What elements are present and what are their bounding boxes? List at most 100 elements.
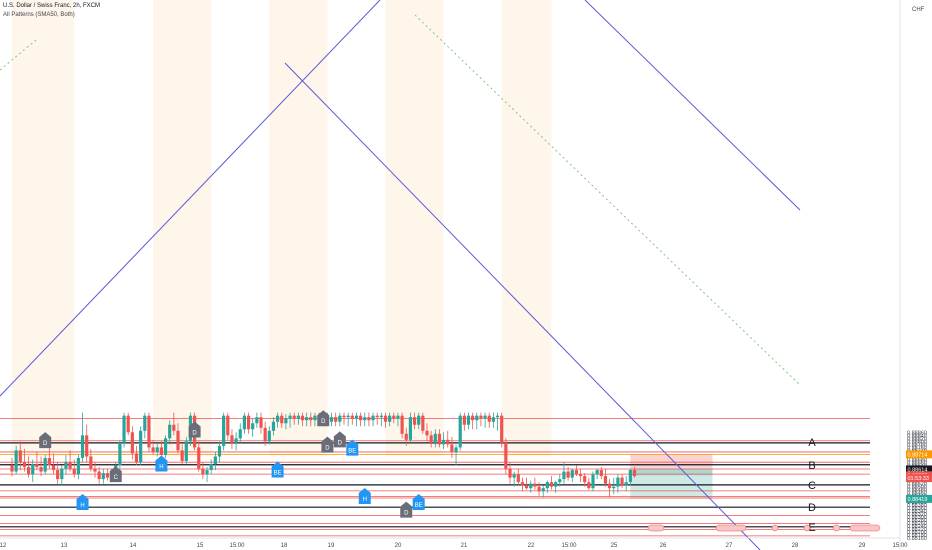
candle [143,412,147,439]
candle-body [458,415,462,448]
pattern-marker-badge [39,432,52,449]
candle-body [466,415,471,425]
candle-body [296,415,300,419]
candle [246,412,251,434]
time-tick-label: 15:00 [892,543,908,549]
pattern-marker-badge [76,494,89,511]
candle [201,462,205,480]
candle [93,462,97,478]
candle [105,468,110,481]
pattern-marker-badge [358,487,371,504]
price-tick-label: 0.88220 [907,527,927,533]
price-tick-label: 0.88800 [907,439,927,445]
candle-body [549,482,554,487]
time-tick-label: 18 [281,543,288,549]
candle-body [101,473,105,480]
candle [300,412,305,427]
candle [126,412,130,436]
candle-body [346,415,350,418]
candle-body [595,470,599,475]
pattern-marker-badge [317,410,330,427]
candle-body [60,468,64,480]
candle-body [197,447,201,469]
candle [354,412,359,427]
pattern-marker-label: D [321,419,326,425]
economic-event-badge [832,524,841,532]
candle [421,412,425,434]
candle [76,454,80,480]
candle-body [429,435,433,443]
candle [628,468,632,486]
candle-body [10,465,14,472]
candle [379,412,383,427]
candle-body [632,470,637,477]
pattern-marker-label: C [114,475,119,481]
price-tick-label: 0.88280 [907,518,927,524]
candle [222,412,226,451]
candle [134,445,139,466]
candle [226,412,230,440]
candle-body [159,447,163,455]
candle [271,417,276,436]
pattern-marker-label: BE [348,449,356,455]
candle [350,412,354,425]
candle-body [213,456,217,465]
candle-body [371,415,375,421]
price-tick-label: 0.88240 [907,524,927,530]
candle-body [313,415,317,421]
candle-body [35,464,39,468]
candle [562,462,566,484]
candle [313,412,317,427]
candle [591,471,595,492]
candle-body [64,462,68,469]
time-axis[interactable]: 12 13 14 15 15:00 18 19 20 21 22 15:00 25 26 27 28 29 15… [0,537,908,549]
candle-body [68,462,72,469]
price-axis[interactable]: CHF0.888600.888400.888200.888000.887800.… [899,0,932,550]
candle-body [172,424,176,431]
pattern-markers: D C H H D BE D D D BE H BE D [39,410,425,518]
price-tick-label: 0.88160 [907,536,927,542]
currency-label: CHF [912,7,925,13]
candle-body [126,415,130,433]
candle-body [329,417,334,422]
pattern-marker-label: D [43,441,48,447]
candle [334,412,338,427]
time-tick-label: 21 [461,543,468,549]
candle-body [578,474,583,477]
candle-body [39,467,43,472]
candle-body [43,457,47,472]
candle-body [309,417,313,421]
candle-body [242,415,246,430]
candle-body [80,435,85,458]
short-position-tool[interactable] [630,454,713,499]
candle-body [533,483,537,487]
candle [583,473,587,487]
candle [396,412,400,427]
time-tick-label: 28 [792,543,799,549]
candle [97,467,101,484]
candle-body [288,415,292,419]
candle-body [222,415,226,446]
time-tick-label: 14 [130,543,137,549]
candle [280,412,284,428]
candle [491,412,495,428]
candle-body [238,429,242,439]
candle [612,477,616,495]
pattern-marker-label: BE [415,503,423,509]
candle [39,456,43,477]
candle-body [404,433,408,440]
candle-body [616,477,620,487]
time-tick-label: 12 [0,543,7,549]
candle-body [612,486,616,489]
candle [213,451,217,471]
candle [130,426,134,460]
time-tick-label: 29 [859,543,866,549]
candle-body [180,450,184,461]
candle-body [383,415,388,422]
pattern-marker: H [155,455,168,472]
session-shade-band [269,0,328,457]
candle [284,414,288,430]
pattern-marker: H [76,494,89,511]
candle [525,477,529,490]
